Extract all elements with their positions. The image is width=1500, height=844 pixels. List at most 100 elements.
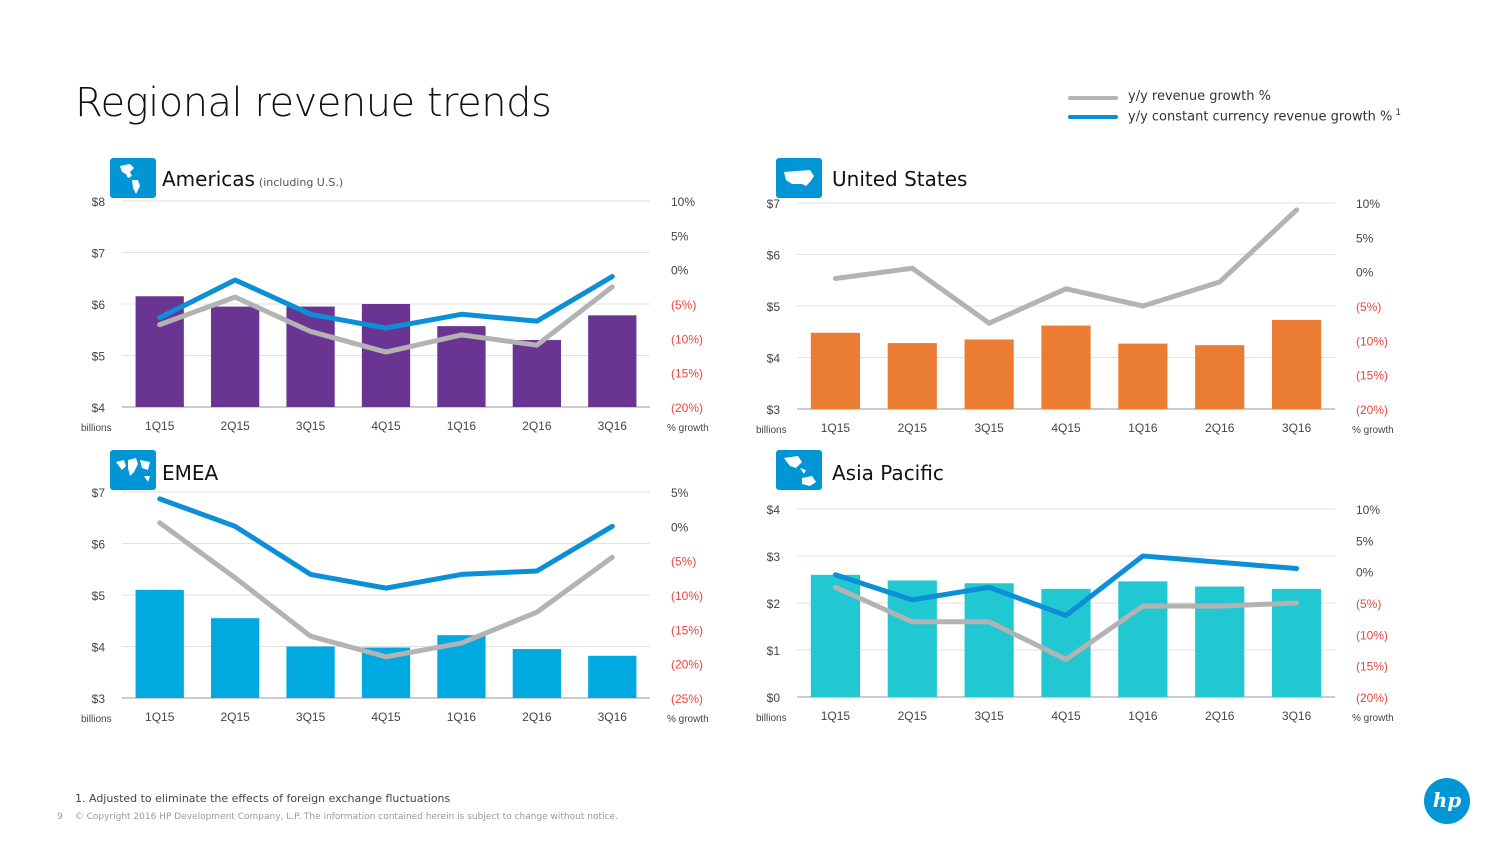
y-tick-label: $4: [92, 641, 106, 655]
x-tick-label: 2Q15: [898, 421, 928, 435]
y2-tick-label: 10%: [1356, 197, 1380, 211]
x-tick-label: 1Q16: [447, 419, 477, 433]
bar-3Q15: [286, 646, 335, 698]
y-tick-label: $4: [92, 401, 106, 415]
bar-4Q15: [361, 304, 411, 407]
y2-tick-label: (5%): [671, 298, 696, 312]
footnote: 1. Adjusted to eliminate the effects of …: [75, 792, 451, 805]
legend-swatch-gray: [1068, 96, 1118, 100]
x-tick-label: 2Q16: [1205, 709, 1235, 723]
page-title: Regional revenue trends: [75, 80, 552, 126]
y2-tick-label: (5%): [1356, 597, 1381, 611]
x-tick-label: 3Q16: [1282, 421, 1312, 435]
x-tick-label: 1Q15: [145, 419, 175, 433]
series-line-yy: [157, 284, 615, 355]
series-line-cc: [157, 496, 615, 591]
x-tick-label: 3Q16: [598, 710, 628, 724]
world-map-icon: [110, 450, 156, 490]
x-tick-label: 3Q15: [296, 710, 326, 724]
x-tick-label: 1Q15: [821, 709, 851, 723]
bar-3Q15: [964, 339, 1014, 409]
bar-3Q16: [1271, 588, 1322, 697]
x-tick-label: 3Q15: [296, 419, 326, 433]
y2-tick-label: 0%: [1356, 566, 1374, 580]
x-tick-label: 4Q15: [1051, 709, 1081, 723]
y2-tick-label: 5%: [1356, 534, 1374, 548]
x-tick-label: 2Q16: [1205, 421, 1235, 435]
y2-axis-label: % growth: [1352, 713, 1394, 724]
y-axis-label: billions: [756, 713, 787, 724]
y-tick-label: $5: [92, 350, 106, 364]
series-line-yy: [157, 520, 615, 660]
y-axis-label: billions: [81, 423, 112, 434]
x-tick-label: 2Q15: [220, 419, 250, 433]
y-tick-label: $4: [767, 503, 781, 517]
panel-title-united-states: United States: [832, 167, 968, 191]
bar-2Q16: [512, 340, 561, 407]
x-tick-label: 2Q15: [898, 709, 928, 723]
bar-3Q16: [1271, 319, 1322, 409]
y-axis-label: billions: [81, 714, 112, 725]
y-tick-label: $0: [767, 691, 781, 705]
americas-map-icon: [110, 158, 156, 198]
y2-tick-label: (25%): [671, 692, 703, 706]
x-tick-label: 2Q16: [522, 710, 552, 724]
panel-title-emea-wrap: EMEA: [162, 461, 218, 485]
bar-2Q16: [512, 649, 561, 698]
y2-tick-label: (10%): [1356, 334, 1388, 348]
y-tick-label: $4: [767, 352, 781, 366]
x-tick-label: 1Q16: [1128, 421, 1158, 435]
chart-emea: $7 $6 $5 $4 $3 5% 0% (5%) (10%) (15%) (20%) (25%) 1Q…: [81, 486, 709, 725]
y-tick-label: $3: [767, 403, 781, 417]
bar-1Q16: [1118, 343, 1168, 409]
y2-tick-label: (5%): [671, 555, 696, 569]
chart-asia-pacific: $4 $3 $2 $1 $0 10% 5% 0% (5%) (10%) (15%) (20%) 1Q15…: [756, 503, 1394, 724]
legend-label-cc-wrap: y/y constant currency revenue growth % 1: [1128, 108, 1401, 124]
y2-tick-label: (15%): [1356, 369, 1388, 383]
bar-2Q16: [1195, 345, 1245, 409]
legend-label-yy: y/y revenue growth %: [1128, 89, 1271, 104]
y2-axis-label: % growth: [667, 714, 709, 725]
legend-label-cc: y/y constant currency revenue growth %: [1128, 109, 1393, 125]
bar-2Q15: [211, 618, 260, 698]
y2-tick-label: (15%): [671, 367, 703, 381]
bar-3Q15: [964, 583, 1014, 697]
y2-tick-label: 0%: [671, 520, 689, 534]
panel-title-americas-wrap: Americas (including U.S.): [162, 167, 343, 191]
x-tick-label: 1Q16: [1128, 709, 1158, 723]
series-line-cc: [832, 553, 1300, 619]
chart-americas: $8 $7 $6 $5 $4 10% 5% 0% (5%) (10%) (15%) (20%) 1Q15…: [81, 195, 709, 434]
x-tick-label: 1Q16: [447, 710, 477, 724]
x-tick-label: 1Q15: [145, 710, 175, 724]
page-number: 9: [57, 812, 63, 822]
y2-tick-label: (20%): [671, 401, 703, 415]
y-tick-label: $3: [767, 550, 781, 564]
y2-tick-label: 10%: [671, 195, 695, 209]
x-tick-label: 2Q15: [220, 710, 250, 724]
y-tick-label: $8: [92, 195, 106, 209]
x-tick-label: 1Q15: [821, 421, 851, 435]
y-tick-label: $7: [92, 486, 106, 500]
y2-tick-label: (10%): [671, 332, 703, 346]
y-tick-label: $3: [92, 692, 106, 706]
y-tick-label: $7: [767, 197, 781, 211]
y2-tick-label: (20%): [1356, 691, 1388, 705]
asia-pacific-map-icon: [776, 450, 822, 490]
panel-subtitle-americas: (including U.S.): [258, 176, 344, 189]
x-tick-label: 4Q15: [1051, 421, 1081, 435]
panel-title-us-wrap: United States: [832, 167, 967, 191]
bar-1Q15: [135, 296, 184, 407]
copyright-text: © Copyright 2016 HP Development Company,…: [74, 812, 618, 822]
y2-tick-label: 0%: [671, 264, 689, 278]
x-tick-label: 2Q16: [522, 419, 552, 433]
x-tick-label: 3Q15: [974, 709, 1004, 723]
y2-axis-label: % growth: [1352, 425, 1394, 436]
panel-title-apj-wrap: Asia Pacific: [832, 461, 944, 485]
bar-1Q15: [810, 332, 861, 409]
x-tick-label: 4Q15: [371, 710, 401, 724]
y-axis-label: billions: [756, 425, 787, 436]
y2-tick-label: (5%): [1356, 300, 1381, 314]
y2-tick-label: (15%): [1356, 660, 1388, 674]
x-tick-label: 3Q15: [974, 421, 1004, 435]
y-tick-label: $2: [767, 597, 781, 611]
